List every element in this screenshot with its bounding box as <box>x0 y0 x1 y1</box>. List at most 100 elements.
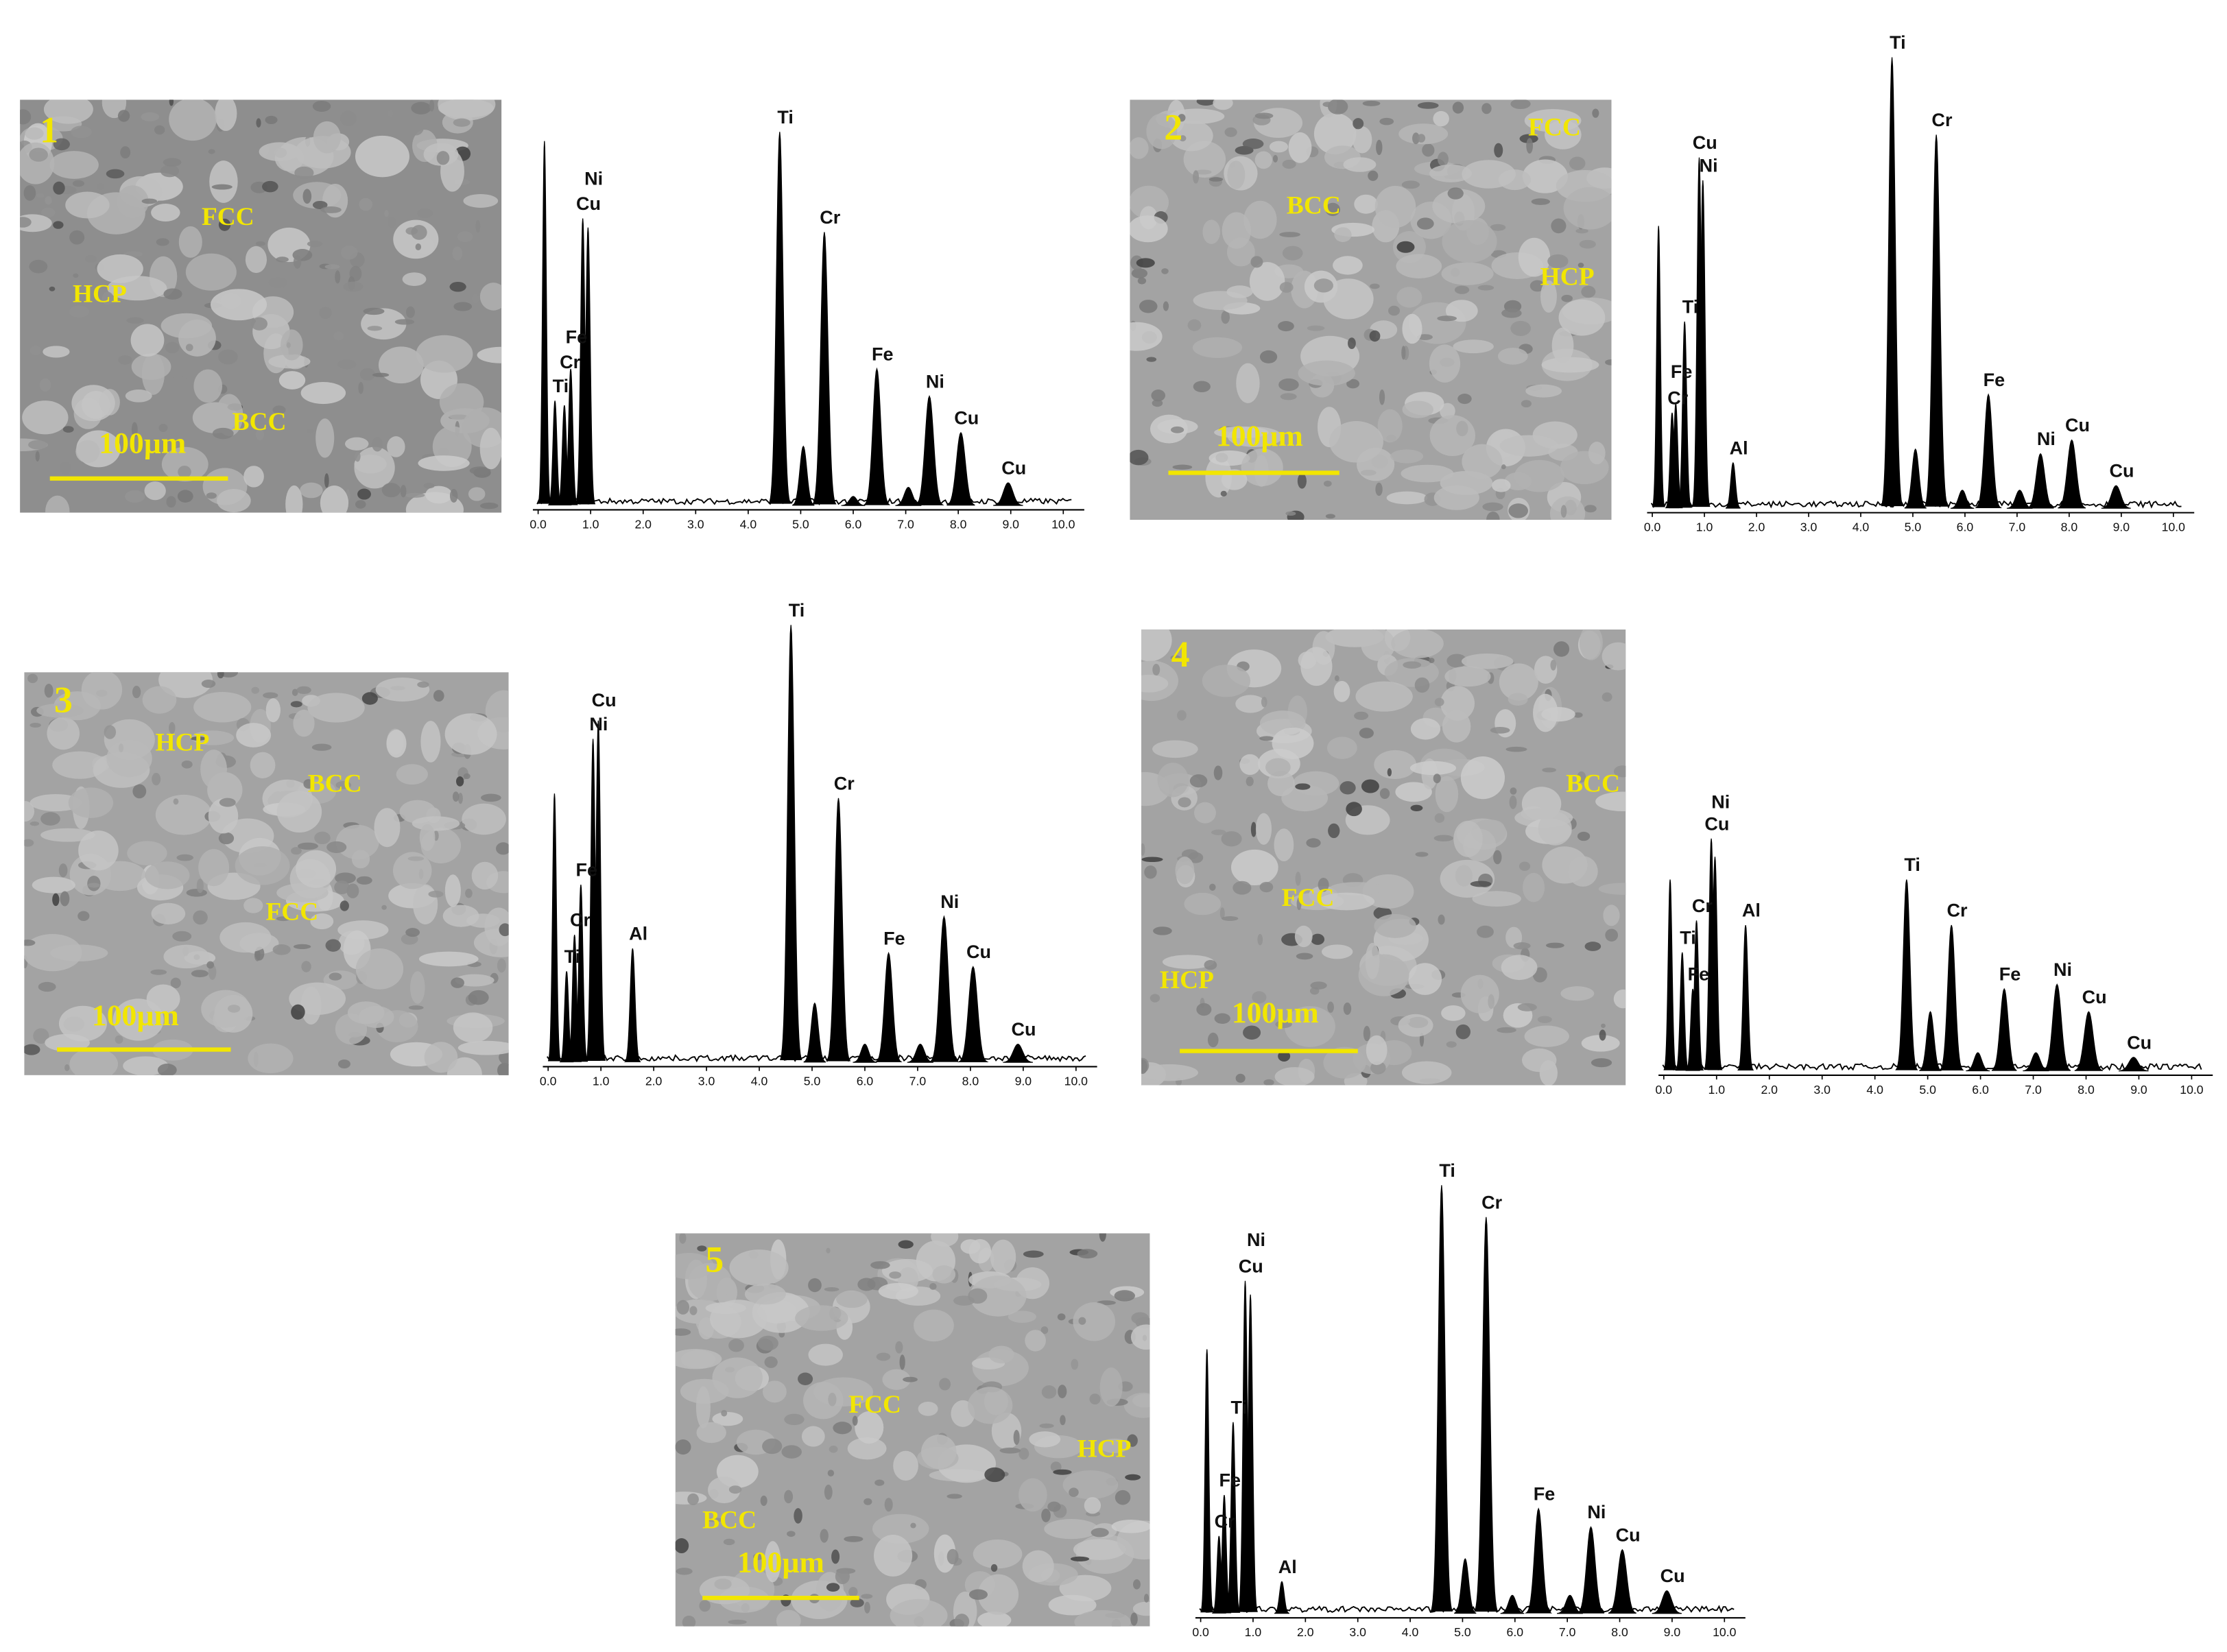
sem-grain <box>272 405 286 415</box>
sem-grain <box>999 1447 1021 1454</box>
sem-grain <box>245 246 267 274</box>
sem-grain <box>820 1529 829 1543</box>
sem-grain <box>1275 1020 1292 1029</box>
sem-grain <box>47 717 80 750</box>
sem-grain <box>208 149 215 154</box>
peak <box>1950 490 1975 509</box>
sem-grain <box>1595 791 1626 812</box>
peak <box>1003 1043 1033 1063</box>
sem-grain <box>698 1317 715 1340</box>
sem-grain <box>219 922 272 953</box>
sem-grain <box>198 849 230 887</box>
sem-grain <box>145 861 190 889</box>
sem-grain <box>1296 953 1313 960</box>
sem-grain <box>1144 865 1157 879</box>
sem-grain <box>462 803 506 835</box>
sem-grain <box>39 378 51 392</box>
sem-grain <box>1013 1430 1020 1445</box>
sem-grain <box>1401 1061 1452 1084</box>
sem-grain <box>1584 942 1601 951</box>
sem-grain <box>1193 381 1211 392</box>
panel: 4 BCC FCC HCP 100µm 0.0 1.0 2.0 3.0 4.0 5.0 6.0 7.0 8… <box>1141 629 2213 1097</box>
peak <box>1454 1558 1477 1614</box>
sem-grain <box>1601 1023 1606 1028</box>
sem-grain <box>43 99 93 124</box>
x-tick-label: 2.0 <box>1297 1625 1314 1639</box>
peak-label: Cr <box>1931 110 1953 130</box>
sem-grain <box>132 686 141 699</box>
sem-grain <box>307 429 314 434</box>
sem-grain <box>185 344 193 352</box>
sem-grain <box>824 1287 839 1292</box>
x-tick-label: 3.0 <box>1813 1083 1831 1097</box>
sem-grain <box>1396 241 1415 253</box>
spectrum: 0.0 1.0 2.0 3.0 4.0 5.0 6.0 7.0 8.0 9.0 10.0 Ti Fe Cr… <box>1656 792 2213 1097</box>
sem-grain <box>177 490 193 503</box>
sem-grain <box>412 816 460 831</box>
sem-grain <box>1204 959 1217 970</box>
sem-grain <box>256 118 261 128</box>
sem-grain <box>465 888 473 898</box>
sem-grain <box>154 125 165 135</box>
sem-grain <box>1222 212 1252 249</box>
sem-grain <box>679 1233 687 1244</box>
sem-grain <box>1143 1594 1150 1603</box>
sem-grain <box>1363 1025 1370 1042</box>
sem-grain <box>874 1479 885 1486</box>
sem-grain <box>1568 856 1598 887</box>
sem-grain <box>106 169 125 179</box>
sem-grain <box>1366 1035 1388 1066</box>
sem-grain <box>1343 157 1377 172</box>
sem-image <box>1141 629 1626 1086</box>
sem-grain <box>1482 502 1503 512</box>
sem-grain <box>1414 677 1430 693</box>
sem-grain <box>723 1538 735 1546</box>
sem-grain <box>319 307 332 320</box>
sem-grain <box>1318 892 1375 911</box>
sem-grain <box>1141 1060 1148 1075</box>
x-tick-label: 6.0 <box>857 1074 874 1088</box>
sem-grain <box>1329 882 1385 896</box>
phase-label: BCC <box>233 408 287 436</box>
sem-grain <box>899 1354 905 1370</box>
sem-grain <box>127 841 167 865</box>
sem-grain <box>418 951 479 967</box>
sem-grain <box>1057 1313 1066 1321</box>
peak-label: Ni <box>1587 1502 1606 1522</box>
sem-grain <box>1208 450 1250 466</box>
sem-grain <box>1209 883 1216 891</box>
sem-grain <box>1333 680 1350 702</box>
x-tick-label: 5.0 <box>792 517 809 531</box>
peak-label: Ti <box>1680 927 1696 948</box>
x-tick-label: 10.0 <box>1064 1074 1088 1088</box>
sem-grain <box>52 893 60 907</box>
sem-grain <box>361 692 378 705</box>
sem-grain <box>1127 1434 1138 1447</box>
x-tick-label: 4.0 <box>1866 1083 1883 1097</box>
sem-grain <box>1321 944 1353 959</box>
sem-grain <box>1150 994 1160 1003</box>
sem-grain <box>1521 400 1532 408</box>
sem-grain <box>1433 110 1449 127</box>
sem-grain <box>1601 642 1626 671</box>
sem-grain <box>1429 344 1461 383</box>
sem-grain <box>52 751 107 779</box>
sem-grain <box>1257 933 1263 946</box>
peak-label: Ni <box>2037 429 2056 449</box>
sem-grain <box>155 794 212 835</box>
peak <box>1474 1217 1499 1612</box>
sem-grain <box>1437 152 1449 167</box>
sem-grain <box>695 1386 711 1428</box>
sem-grain <box>1254 151 1273 169</box>
x-tick-label: 0.0 <box>540 1074 557 1088</box>
phase-label: HCP <box>1077 1435 1132 1463</box>
peak <box>1500 1594 1525 1614</box>
sem-grain <box>329 972 342 981</box>
sem-grain <box>688 1262 732 1302</box>
sem-grain <box>1040 1326 1049 1334</box>
sem-grain <box>977 1574 1019 1615</box>
sem-grain <box>117 110 130 122</box>
sem-grain <box>1025 1330 1046 1352</box>
sem-grain <box>1099 1233 1106 1242</box>
sem-grain <box>1377 409 1403 443</box>
